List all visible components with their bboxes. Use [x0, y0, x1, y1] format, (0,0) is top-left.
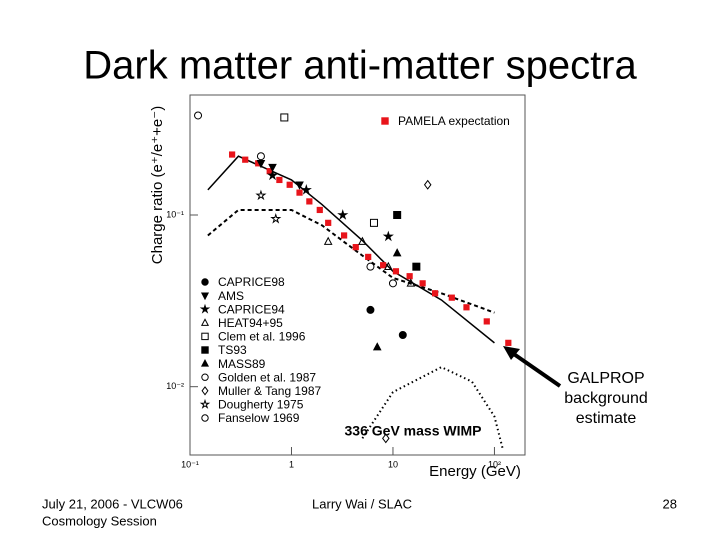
x-tick-label: 1: [289, 459, 294, 469]
data-point: [431, 290, 439, 297]
data-point: [316, 206, 323, 214]
legend-symbol: [200, 359, 210, 367]
data-point: [398, 331, 407, 339]
data-point: [255, 189, 267, 201]
legend-label: Fanselow 1969: [218, 411, 300, 425]
data-point: [194, 111, 203, 120]
data-point: [423, 179, 432, 190]
annotation: GALPROP: [567, 370, 644, 387]
legend-label: PAMELA expectation: [398, 114, 510, 128]
legend-label: Muller & Tang 1987: [218, 384, 322, 398]
data-point: [256, 152, 265, 161]
legend-symbol: [201, 414, 209, 422]
y-axis-label: Charge ratio (e⁺/e⁺+e⁻): [149, 106, 166, 264]
data-point: [406, 273, 413, 280]
data-point: [296, 189, 303, 196]
legend-symbol: [201, 278, 209, 286]
data-point: [229, 151, 236, 158]
plot-frame: [189, 94, 526, 456]
data-point: [483, 318, 490, 325]
legend-label: AMS: [218, 289, 244, 303]
data-point: [392, 268, 400, 275]
data-point: [295, 181, 304, 190]
x-tick-label: 10⁻¹: [181, 459, 199, 469]
arrow: [506, 348, 562, 388]
legend-label: Dougherty 1975: [218, 398, 304, 412]
data-point: [300, 184, 312, 195]
data-point: [419, 280, 426, 287]
data-point: [280, 113, 289, 122]
data-point: [369, 218, 378, 227]
data-point: [372, 342, 382, 351]
legend-label: MASS89: [218, 357, 266, 371]
arrow-head: [503, 346, 520, 360]
data-point: [306, 198, 313, 205]
data-point: [380, 262, 387, 269]
data-point: [412, 262, 421, 271]
data-point: [382, 230, 394, 242]
legend-label: HEAT94+95: [218, 316, 283, 330]
data-point: [406, 278, 416, 287]
data-point: [505, 339, 512, 346]
data-point: [286, 181, 293, 188]
data-point: [366, 262, 375, 271]
data-point: [352, 244, 359, 251]
legend-symbol: [200, 292, 210, 301]
legend-label: TS93: [218, 343, 247, 357]
legend-symbol: [199, 398, 211, 409]
legend-symbol: [200, 318, 210, 326]
footer-author: Larry Wai / SLAC: [312, 496, 412, 511]
x-axis-label: Energy (GeV): [429, 463, 521, 480]
data-point: [266, 169, 279, 181]
data-point: [393, 211, 402, 219]
legend-symbol: [381, 117, 389, 125]
data-point: [276, 176, 283, 184]
legend-symbol: [201, 346, 209, 354]
data-point: [323, 236, 333, 245]
data-point: [463, 304, 470, 311]
annotation: estimate: [576, 410, 637, 427]
legend-symbol: [201, 386, 209, 396]
data-point: [256, 160, 266, 169]
data-point: [382, 433, 390, 444]
data-point: [383, 261, 393, 270]
legend-symbol: [201, 332, 209, 341]
data-point: [270, 212, 282, 224]
annotation: background: [564, 390, 648, 407]
data-point: [358, 236, 367, 245]
legend-symbol: [199, 303, 211, 314]
slide-title: Dark matter anti-matter spectra: [83, 44, 637, 88]
footer-date: July 21, 2006 - VLCW06: [42, 496, 183, 511]
data-point: [366, 305, 375, 314]
legend-label: CAPRICE94: [218, 302, 285, 316]
data-point: [325, 219, 332, 226]
legend-label: Golden et al. 1987: [218, 370, 316, 384]
annotation: 336 GeV mass WIMP: [345, 423, 482, 439]
data-point: [388, 279, 397, 288]
legend-symbol: [201, 373, 209, 381]
curve: [361, 366, 504, 449]
page-number: 28: [663, 496, 677, 511]
data-point: [341, 232, 348, 239]
footer-session: Cosmology Session: [42, 513, 157, 528]
legend-label: Clem et al. 1996: [218, 330, 306, 344]
data-point: [448, 294, 455, 301]
data-point: [365, 253, 372, 261]
data-point: [337, 209, 349, 220]
y-tick-label: 10⁻¹: [166, 209, 184, 219]
data-point: [242, 156, 249, 163]
data-point: [268, 163, 277, 173]
x-tick-label: 10²: [488, 459, 501, 469]
data-point: [392, 248, 402, 257]
x-tick-label: 10: [388, 459, 398, 469]
legend-label: CAPRICE98: [218, 275, 285, 289]
y-tick-label: 10⁻²: [166, 381, 184, 391]
